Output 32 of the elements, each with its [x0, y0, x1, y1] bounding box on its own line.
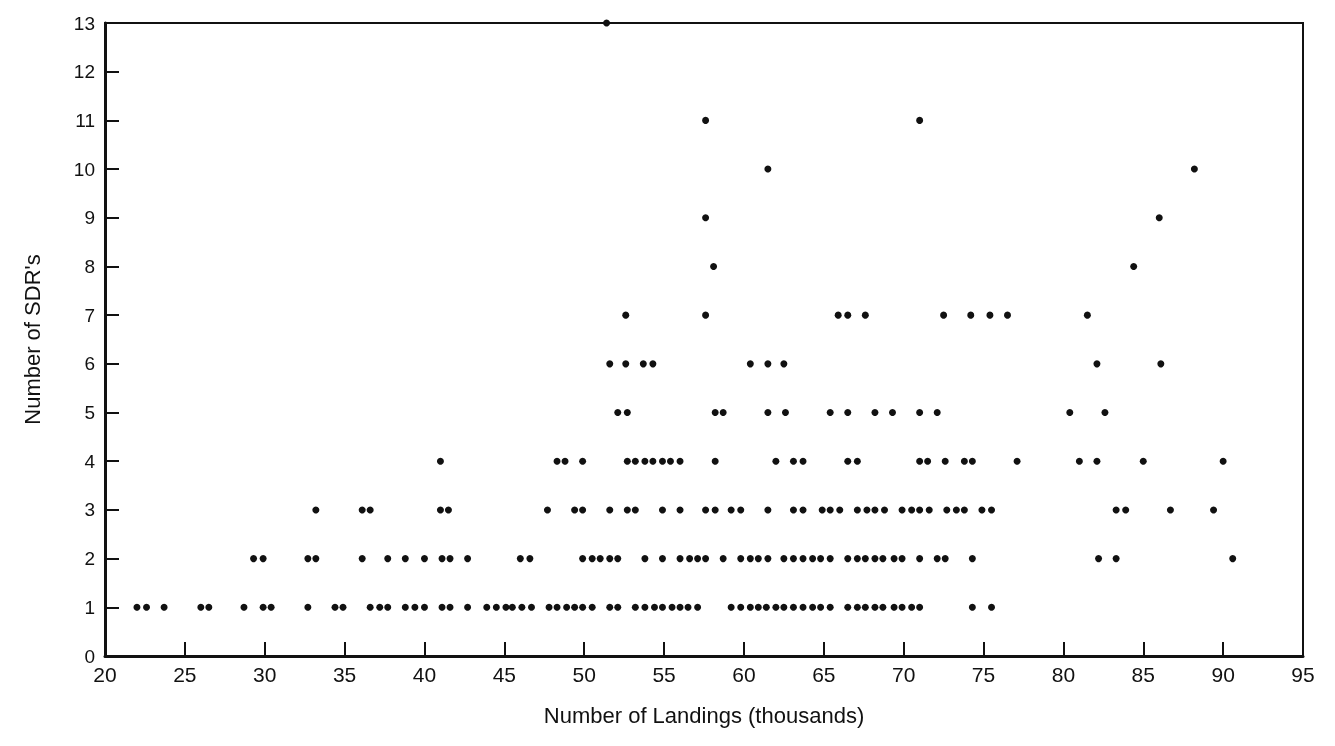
y-tick-label: 1 — [84, 596, 95, 618]
x-tick-label: 55 — [652, 663, 676, 686]
x-axis-title: Number of Landings (thousands) — [543, 702, 865, 728]
y-tick-label: 13 — [73, 12, 95, 34]
y-tick-label: 8 — [84, 255, 95, 277]
x-tick-label: 90 — [1211, 663, 1235, 686]
y-tick-label: 0 — [84, 645, 95, 667]
y-tick-label: 11 — [75, 109, 95, 131]
y-tick-label: 5 — [84, 402, 95, 424]
x-tick-label: 70 — [891, 663, 916, 686]
x-tick-label: 60 — [732, 663, 756, 686]
y-tick-label: 7 — [84, 304, 95, 326]
y-tick-label: 3 — [84, 499, 95, 521]
x-tick-label: 80 — [1051, 663, 1076, 686]
x-tick-label: 85 — [1131, 663, 1155, 686]
y-axis-title: Number of SDR's — [19, 254, 45, 425]
x-tick-label: 75 — [971, 663, 996, 686]
x-tick-label: 95 — [1291, 663, 1315, 686]
x-tick-label: 45 — [492, 663, 517, 686]
y-tick-label: 9 — [84, 207, 95, 229]
y-tick-label: 6 — [84, 353, 95, 375]
x-tick-label: 20 — [93, 663, 117, 686]
x-tick-label: 35 — [332, 663, 357, 686]
y-tick-label: 4 — [84, 450, 96, 472]
x-tick-label: 40 — [412, 663, 437, 686]
x-tick-label: 30 — [253, 663, 277, 686]
x-tick-label: 50 — [572, 663, 596, 686]
x-tick-label: 65 — [812, 663, 836, 686]
x-tick-label: 25 — [173, 663, 197, 686]
y-tick-label: 10 — [73, 158, 95, 180]
y-tick-label: 2 — [84, 548, 95, 570]
y-tick-label: 12 — [73, 61, 95, 83]
